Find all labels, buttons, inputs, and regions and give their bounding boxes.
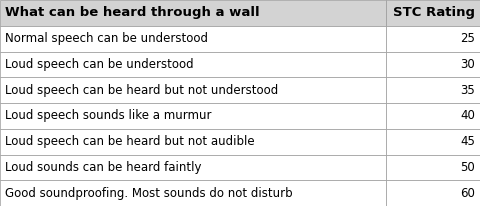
Bar [0, 0, 386, 26]
Bar [386, 77, 480, 103]
Bar [0, 103, 386, 129]
Text: 30: 30 [460, 58, 475, 71]
Text: Loud speech can be heard but not understood: Loud speech can be heard but not underst… [5, 84, 278, 97]
Bar [386, 26, 480, 52]
Text: 60: 60 [460, 187, 475, 200]
Text: Loud sounds can be heard faintly: Loud sounds can be heard faintly [5, 161, 202, 174]
Text: Good soundproofing. Most sounds do not disturb: Good soundproofing. Most sounds do not d… [5, 187, 293, 200]
Text: Loud speech can be heard but not audible: Loud speech can be heard but not audible [5, 135, 254, 148]
Bar [386, 129, 480, 154]
Bar [0, 154, 386, 180]
Bar [0, 180, 386, 206]
Bar [386, 154, 480, 180]
Text: Loud speech sounds like a murmur: Loud speech sounds like a murmur [5, 109, 212, 122]
Bar [386, 180, 480, 206]
Bar [386, 0, 480, 26]
Bar [386, 103, 480, 129]
Text: Loud speech can be understood: Loud speech can be understood [5, 58, 193, 71]
Bar [0, 26, 386, 52]
Text: 50: 50 [460, 161, 475, 174]
Bar [0, 77, 386, 103]
Text: STC Rating: STC Rating [393, 6, 475, 19]
Bar [0, 52, 386, 77]
Bar [0, 129, 386, 154]
Text: 25: 25 [460, 32, 475, 45]
Text: Normal speech can be understood: Normal speech can be understood [5, 32, 208, 45]
Text: 40: 40 [460, 109, 475, 122]
Bar [386, 52, 480, 77]
Text: 35: 35 [460, 84, 475, 97]
Text: 45: 45 [460, 135, 475, 148]
Text: What can be heard through a wall: What can be heard through a wall [5, 6, 260, 19]
